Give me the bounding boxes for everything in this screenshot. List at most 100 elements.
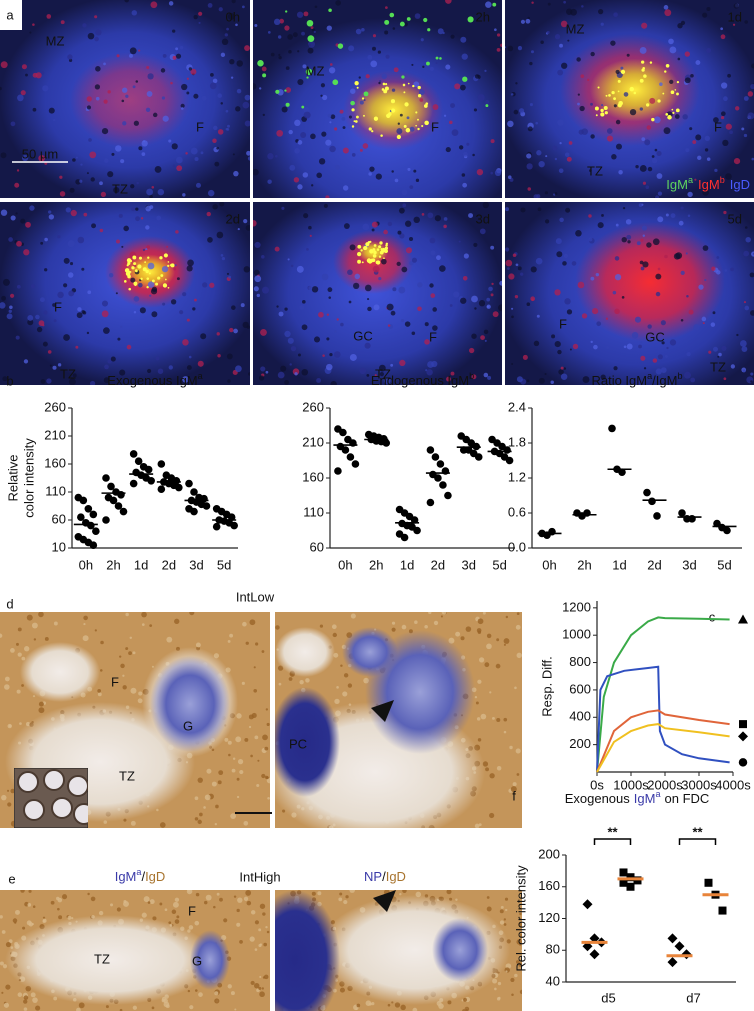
speckle (20, 90, 26, 96)
data-point (157, 460, 166, 468)
speckle (227, 13, 235, 20)
speckle (279, 18, 285, 24)
speckle (424, 322, 429, 327)
y-tick-label: 110 (45, 483, 66, 498)
speckle (374, 374, 377, 377)
yellow-speckle (417, 85, 421, 90)
yellow-speckle (134, 284, 137, 287)
brown-speckle (519, 989, 522, 995)
y-tick-label: 1200 (562, 599, 591, 614)
brown-speckle (265, 926, 268, 929)
speckle (36, 326, 43, 333)
speckle (733, 3, 739, 9)
yellow-speckle (417, 127, 420, 131)
g-stain (150, 656, 230, 752)
brown-speckle (510, 786, 517, 793)
speckle (355, 28, 362, 35)
brown-speckle (213, 905, 216, 909)
speckle (170, 81, 173, 85)
speckle (261, 66, 267, 72)
region-label: MZ (46, 33, 65, 48)
igma-speckle (285, 102, 290, 107)
brown-speckle (275, 625, 280, 630)
speckle (413, 216, 420, 224)
brown-speckle (94, 629, 97, 632)
brown-speckle (137, 698, 143, 704)
speckle (510, 93, 514, 96)
chart-title: Endogenous IgMb (371, 371, 474, 388)
speckle (606, 128, 613, 134)
brown-speckle (231, 768, 236, 773)
speckle (68, 378, 76, 385)
speckle (194, 156, 199, 162)
speckle (656, 150, 662, 157)
brown-speckle (465, 1008, 468, 1011)
speckle (129, 47, 137, 55)
speckle (639, 47, 647, 54)
speckle (293, 177, 300, 183)
brown-speckle (265, 708, 269, 711)
label-box (0, 0, 22, 30)
speckle (29, 31, 32, 34)
speckle (343, 223, 350, 229)
speckle (554, 34, 561, 40)
brown-speckle (503, 643, 506, 646)
brown-speckle (1, 794, 7, 801)
brown-speckle (496, 717, 501, 723)
speckle (63, 283, 68, 288)
speckle (394, 178, 399, 183)
speckle (350, 88, 356, 94)
speckle (289, 164, 296, 171)
speckle (430, 123, 436, 129)
brown-speckle (494, 987, 497, 991)
speckle (520, 207, 526, 213)
speckle (642, 234, 646, 237)
speckle (587, 78, 590, 81)
brown-speckle (258, 986, 262, 990)
brown-speckle (336, 686, 339, 689)
speckle (476, 169, 484, 176)
speckle (162, 53, 167, 58)
speckle (243, 219, 248, 224)
speckle (160, 68, 166, 73)
speckle (278, 53, 281, 57)
brown-speckle (97, 689, 102, 693)
brown-speckle (339, 892, 343, 896)
yellow-speckle (407, 82, 410, 85)
speckle (157, 188, 165, 196)
speckle (154, 166, 162, 173)
speckle (235, 365, 242, 373)
brown-speckle (199, 812, 203, 817)
speckle (104, 364, 109, 370)
speckle (718, 352, 722, 357)
brown-speckle (57, 897, 63, 903)
brown-speckle (31, 622, 38, 629)
speckle (146, 91, 153, 97)
speckle (297, 50, 300, 53)
data-point (718, 906, 727, 915)
speckle (590, 276, 595, 281)
brown-speckle (204, 794, 211, 801)
speckle (693, 324, 700, 331)
speckle (101, 300, 109, 307)
speckle (32, 23, 35, 26)
text-run: IgD (386, 869, 406, 884)
time-label: 1d (728, 9, 742, 24)
speckle (0, 302, 6, 309)
speckle (176, 277, 180, 281)
yellow-speckle (361, 97, 365, 100)
brown-speckle (218, 770, 224, 776)
brown-speckle (227, 639, 231, 643)
speckle (651, 155, 655, 158)
speckle (606, 346, 609, 349)
speckle (663, 5, 669, 10)
yellow-speckle (390, 99, 396, 104)
speckle (688, 309, 694, 315)
x-tick-label: 5d (717, 557, 731, 572)
speckle (563, 0, 566, 4)
speckle (288, 129, 293, 135)
yellow-speckle (146, 286, 149, 289)
speckle (473, 242, 478, 247)
speckle (511, 315, 514, 319)
speckle (126, 344, 132, 350)
